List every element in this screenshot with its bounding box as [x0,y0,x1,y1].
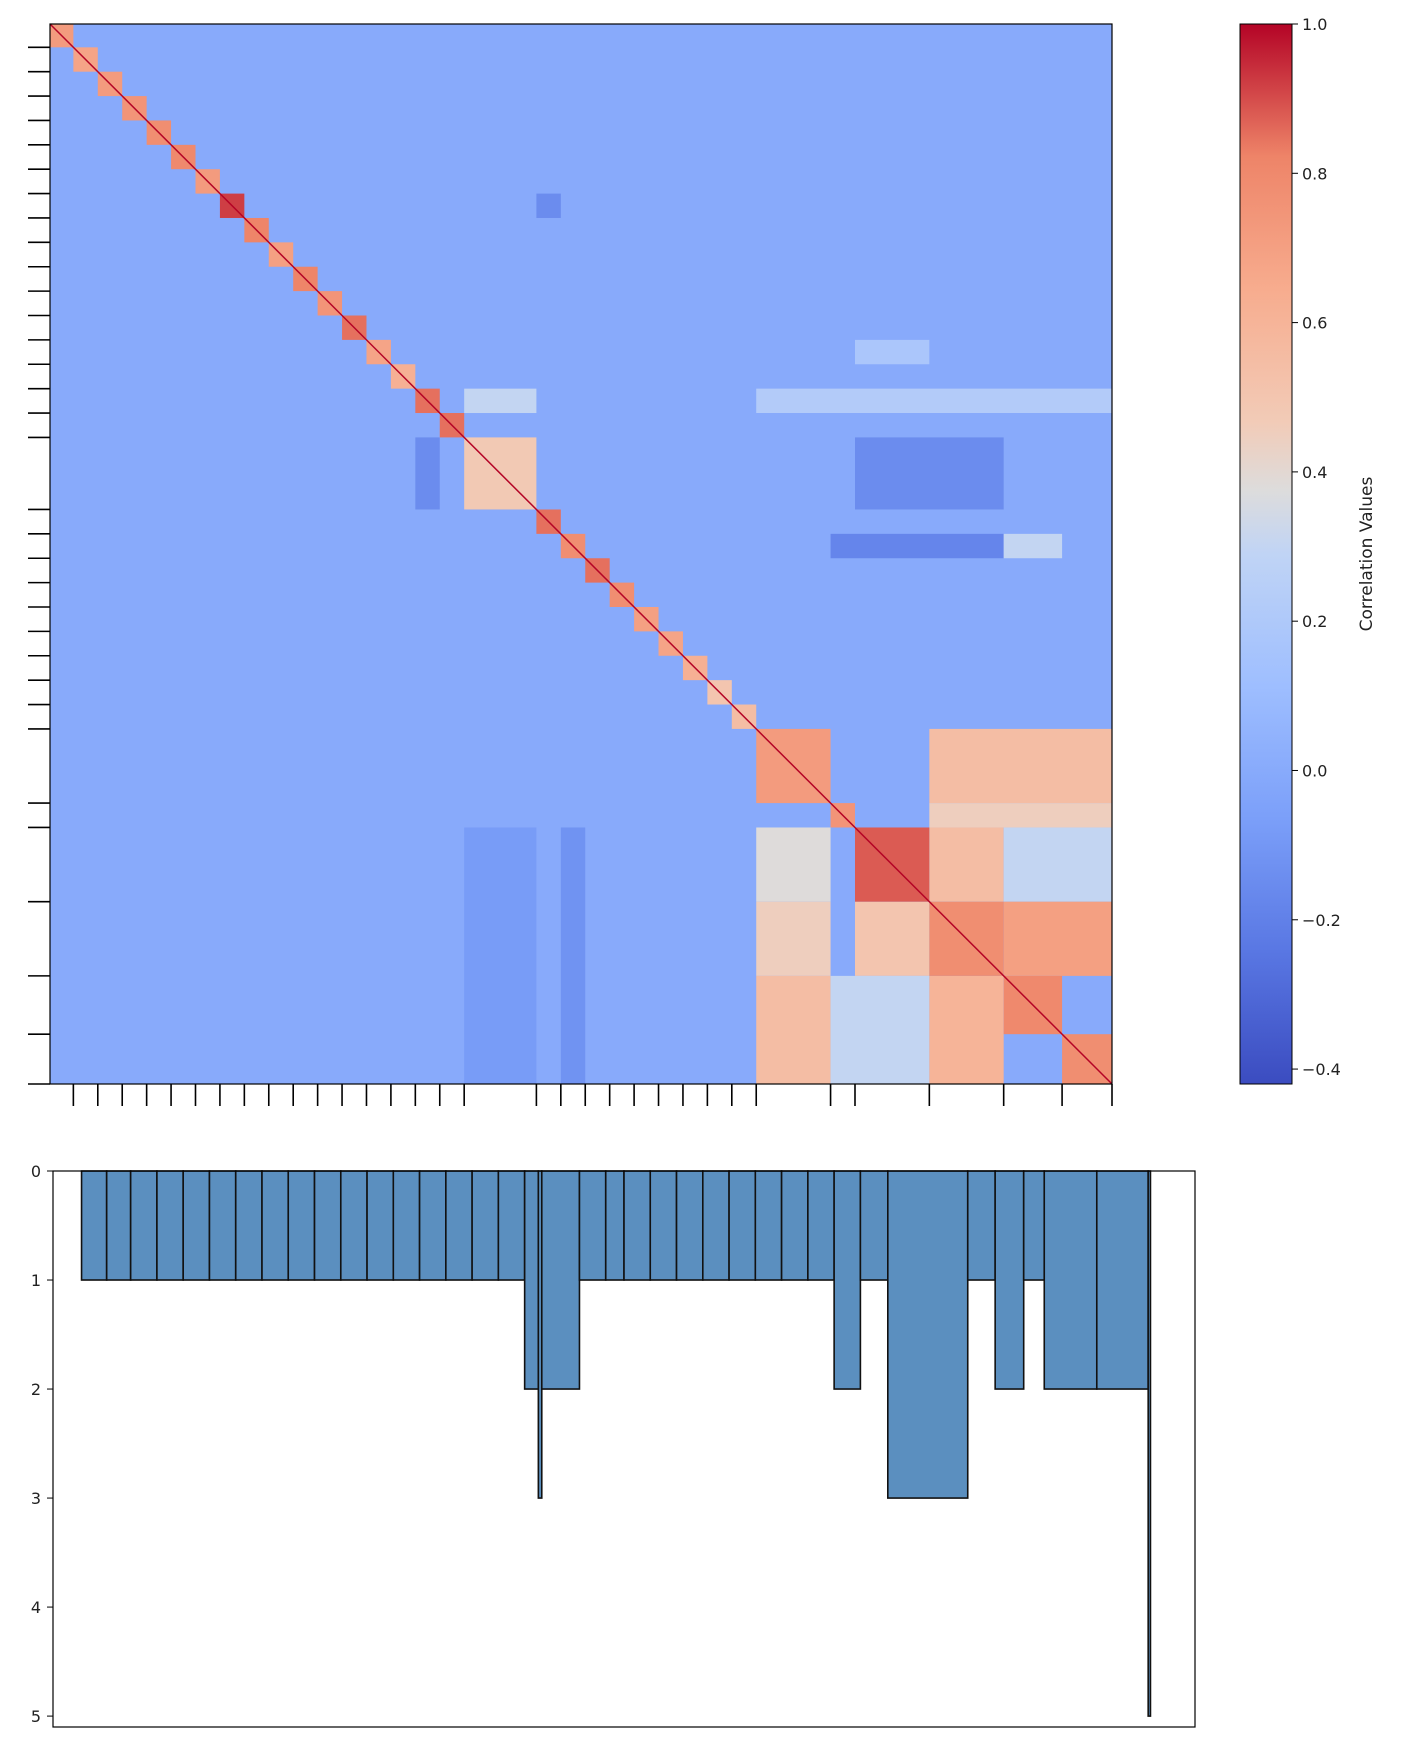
bar [287,1170,316,1281]
heatmap-offdiag-block [1003,901,1112,976]
bar [604,1170,625,1281]
bar [807,1170,835,1281]
bar [994,1170,1025,1390]
bar-series [80,1170,1152,1717]
colorbar-tick-label: 0.4 [1302,463,1327,482]
colorbar-tick-label: 0.0 [1302,761,1327,780]
bar [754,1170,783,1281]
heatmap-offdiag-block [854,437,1004,510]
colorbar-tick-label: −0.4 [1302,1060,1341,1079]
heatmap-offdiag-block [1003,827,1112,902]
bar [859,1170,889,1281]
bar [966,1170,996,1281]
bar [129,1170,158,1281]
bar-y-tick-label: 2 [31,1380,41,1399]
colorbar-tick-label: 1.0 [1302,15,1327,34]
bar [578,1170,607,1281]
bar [182,1170,211,1281]
colorbar-frame [1239,23,1293,1085]
heatmap-offdiag-block [756,975,831,1084]
heatmap-x-ticks [72,1084,1113,1106]
bar [1095,1170,1149,1390]
colorbar: −0.4 −0.2 0.0 0.2 0.4 0.6 0.8 1.0 Correlation V… [1239,15,1377,1085]
bar [1043,1170,1098,1390]
bar-y-tick-label: 0 [31,1162,41,1181]
bar [313,1170,342,1281]
bar [366,1170,395,1281]
colorbar-tick-label: 0.8 [1302,164,1327,183]
correlation-heatmap [28,23,1113,1106]
colorbar-ticks: −0.4 −0.2 0.0 0.2 0.4 0.6 0.8 1.0 [1292,15,1341,1079]
bar [234,1170,263,1281]
heatmap-offdiag-block [464,827,537,1084]
bar [887,1170,969,1499]
bar [833,1170,862,1390]
heatmap-frame [49,23,1113,1085]
colorbar-tick-label: 0.2 [1302,612,1327,631]
bar [445,1170,473,1281]
colorbar-label: Correlation Values [1357,477,1377,632]
colorbar-tick-label: 0.6 [1302,314,1327,333]
heatmap-offdiag-block [756,388,1112,414]
bar [156,1170,184,1281]
bar [649,1170,678,1281]
bar [701,1170,730,1281]
bar [780,1170,809,1281]
heatmap-offdiag-block [415,437,440,510]
bar [540,1170,581,1390]
heatmap-offdiag-block [830,533,1004,559]
bar [339,1170,368,1281]
heatmap-offdiag-block [854,901,930,976]
heatmap-offdiag-block [929,728,1112,804]
bar-plot-frame [52,1170,1196,1728]
bar [392,1170,421,1281]
colorbar-gradient [1240,24,1292,1084]
bar-y-tick-label: 5 [31,1707,41,1726]
heatmap-offdiag-block [536,193,561,218]
bar-y-tick-label: 1 [31,1271,41,1290]
bar [675,1170,704,1281]
bar [261,1170,290,1281]
heatmap-offdiag-block [929,827,1004,902]
bar-y-tick-label: 4 [31,1598,41,1617]
colorbar-tick-label: −0.2 [1302,911,1341,930]
bar [471,1170,500,1281]
heatmap-offdiag-block [830,975,930,1084]
heatmap-offdiag-block [1003,533,1063,559]
bar [523,1170,540,1390]
bar [728,1170,757,1281]
bar-y-tick-label: 3 [31,1489,41,1508]
bar-y-ticks: 0 1 2 3 4 5 [31,1162,53,1726]
heatmap-offdiag-block [854,339,930,365]
heatmap-offdiag-block [756,901,831,976]
heatmap-offdiag-block [929,975,1004,1084]
heatmap-offdiag-block [756,827,831,902]
bar [80,1170,108,1281]
heatmap-offdiag-block [929,803,1112,828]
bar [497,1170,526,1281]
heatmap-offdiag-block [464,388,537,414]
bar-chart: 0 1 2 3 4 5 [31,1162,1196,1728]
bar [1147,1170,1152,1717]
bar [418,1170,447,1281]
bar [1022,1170,1046,1281]
bar [208,1170,237,1281]
heatmap-diagonal [49,23,1113,1085]
heatmap-diagonal-line [49,23,1113,1085]
heatmap-y-ticks [28,46,50,1085]
bar [623,1170,652,1281]
bar [105,1170,132,1281]
heatmap-offdiag-block [560,827,586,1084]
